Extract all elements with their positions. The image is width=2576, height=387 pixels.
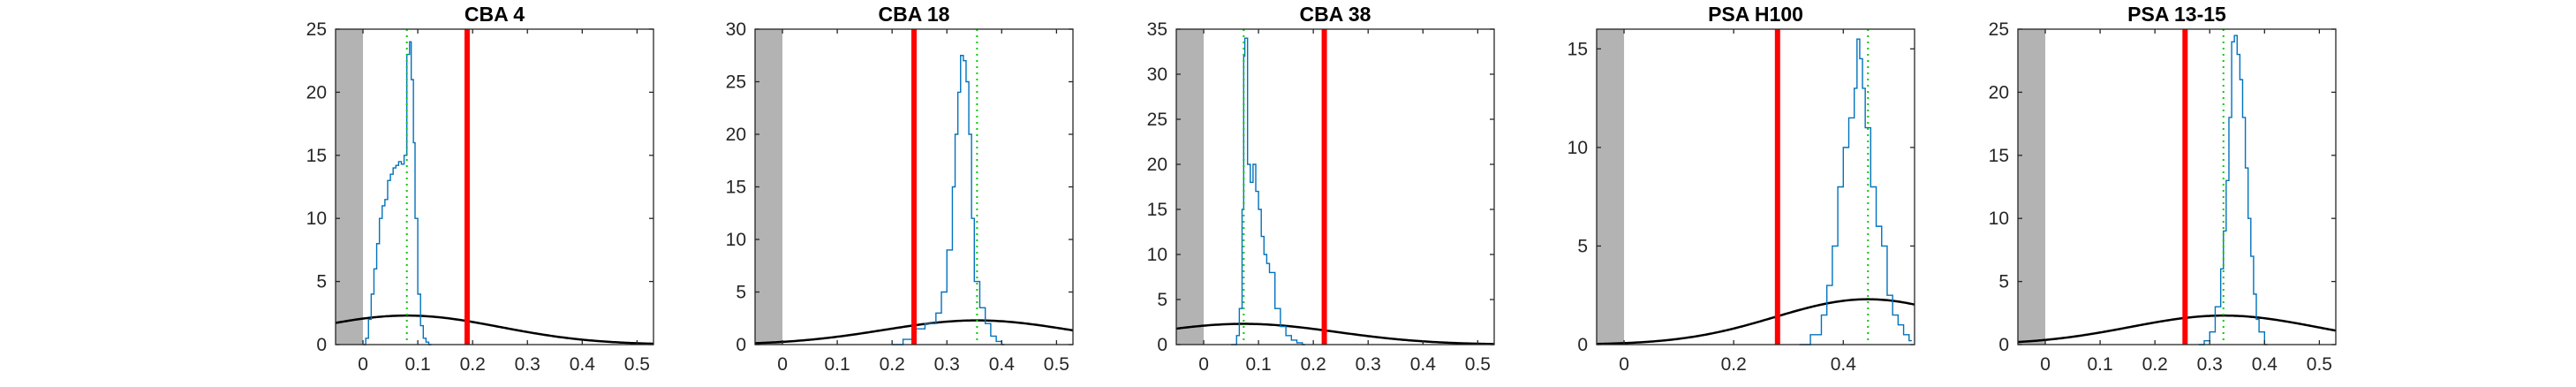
chart-title: PSA 13-15 (2127, 3, 2226, 26)
x-tick-label: 0.5 (2307, 354, 2332, 375)
histogram-line (363, 41, 432, 345)
x-tick-label: 0.3 (2197, 354, 2223, 375)
y-tick-label: 10 (726, 230, 746, 250)
x-tick-label: 0.3 (515, 354, 540, 375)
y-tick-label: 15 (306, 146, 327, 166)
x-tick-label: 0 (358, 354, 368, 375)
axes-frame (335, 28, 654, 345)
x-tick-label: 0.5 (1044, 354, 1069, 375)
chart-title: CBA 38 (1300, 3, 1371, 26)
y-tick-label: 5 (316, 272, 327, 292)
y-tick-label: 10 (1989, 209, 2009, 229)
shaded-region (755, 29, 783, 345)
x-tick-label: 0.1 (1246, 354, 1272, 375)
y-tick-label: 5 (736, 283, 746, 303)
histogram-line (1799, 38, 1912, 345)
chart-panel-1: 0 0.1 0.2 0.3 0.4 0.5 0 5 10 15 20 25 CBA 4 (306, 3, 654, 375)
shaded-region (2018, 29, 2046, 345)
x-tick-label: 0.3 (934, 354, 960, 375)
chart-title: PSA H100 (1708, 3, 1803, 26)
y-tick-label: 25 (1147, 110, 1167, 130)
gaussian-curve (335, 314, 654, 345)
plot-area (2018, 29, 2336, 345)
shaded-region (1597, 29, 1625, 345)
shaded-region (1176, 29, 1205, 345)
chart-panel-2: 0 0.1 0.2 0.3 0.4 0.5 0 5 10 15 20 25 30 CBA 18 (726, 3, 1074, 375)
x-tick-label: 0.5 (624, 354, 650, 375)
y-tick-label: 0 (316, 335, 327, 355)
x-tick-label: 0.2 (880, 354, 905, 375)
y-tick-label: 10 (306, 209, 327, 229)
histogram-line (892, 55, 1005, 345)
y-tick-label: 5 (1577, 236, 1588, 256)
x-tick-label: 0.4 (570, 354, 596, 375)
x-tick-label: 0 (1198, 354, 1209, 375)
x-tick-label: 0 (777, 354, 788, 375)
axes-frame (1175, 28, 1495, 345)
chart-title: CBA 18 (879, 3, 950, 26)
x-tick-label: 0.1 (405, 354, 431, 375)
y-tick-label: 30 (726, 19, 746, 40)
y-tick-label: 0 (1157, 335, 1167, 355)
x-tick-label: 0 (1619, 354, 1629, 375)
plot-area (336, 29, 653, 345)
histogram-line (2198, 34, 2268, 345)
y-tick-label: 0 (1577, 335, 1588, 355)
y-tick-label: 10 (1147, 245, 1167, 265)
gaussian-curve (2017, 314, 2337, 344)
gaussian-curve (1596, 298, 1915, 345)
chart-title: CBA 4 (465, 3, 525, 26)
x-tick-label: 0.2 (2142, 354, 2168, 375)
plot-area (1597, 29, 1915, 345)
x-tick-label: 0.4 (989, 354, 1016, 375)
chart-panel-3: 0 0.1 0.2 0.3 0.4 0.5 0 5 10 15 20 25 30 35 CBA 38 (1147, 3, 1495, 375)
chart-panel-5: 0 0.1 0.2 0.3 0.4 0.5 0 5 10 15 20 25 PSA 13-15 (1989, 3, 2337, 375)
x-tick-label: 0.1 (2088, 354, 2113, 375)
y-tick-label: 15 (726, 178, 746, 198)
y-tick-label: 20 (306, 82, 327, 102)
y-tick-label: 5 (1157, 290, 1167, 310)
y-tick-label: 0 (1998, 335, 2009, 355)
y-tick-label: 15 (1989, 146, 2009, 166)
y-tick-label: 35 (1147, 19, 1167, 40)
x-tick-label: 0.2 (1301, 354, 1326, 375)
y-tick-label: 5 (1998, 272, 2009, 292)
axes-frame (1596, 28, 1915, 345)
x-tick-label: 0.2 (460, 354, 486, 375)
plot-area (1176, 29, 1494, 345)
x-tick-label: 0.5 (1465, 354, 1491, 375)
y-tick-label: 15 (1568, 39, 1588, 59)
y-tick-label: 10 (1568, 138, 1588, 158)
y-tick-label: 20 (726, 125, 746, 145)
x-tick-label: 0.2 (1721, 354, 1747, 375)
shaded-region (336, 29, 364, 345)
y-tick-label: 25 (1989, 19, 2009, 40)
axes-frame (2017, 28, 2337, 345)
y-tick-label: 25 (306, 19, 327, 40)
x-tick-label: 0.4 (1831, 354, 1857, 375)
y-tick-label: 20 (1147, 155, 1167, 175)
gaussian-curve (1175, 322, 1495, 345)
x-tick-label: 0 (2040, 354, 2051, 375)
y-tick-label: 25 (726, 72, 746, 93)
chart-panel-4: 0 0.2 0.4 0 5 10 15 PSA H100 (1568, 3, 1915, 375)
x-tick-label: 0.4 (2252, 354, 2278, 375)
y-tick-label: 0 (736, 335, 746, 355)
y-tick-label: 15 (1147, 200, 1167, 220)
y-tick-label: 30 (1147, 64, 1167, 85)
x-tick-label: 0.3 (1356, 354, 1381, 375)
y-tick-label: 20 (1989, 82, 2009, 102)
x-tick-label: 0.4 (1410, 354, 1437, 375)
x-tick-label: 0.1 (825, 354, 850, 375)
